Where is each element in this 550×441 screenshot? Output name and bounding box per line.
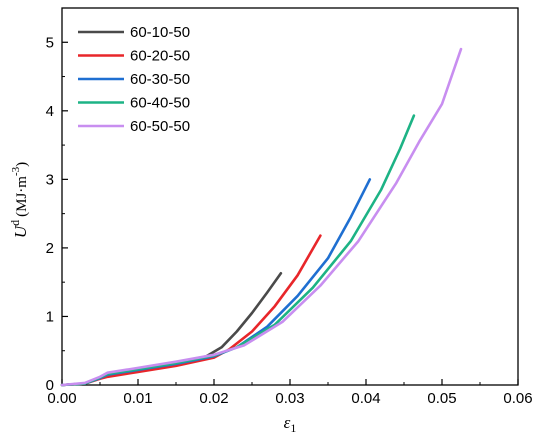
series-line-60-40-50 <box>60 114 416 387</box>
legend: 60-10-50 60-20-50 60-30-50 60-40-50 60-50-50 <box>78 24 190 135</box>
y-tick-label: 1 <box>46 308 54 325</box>
y-axis-title: Ud (MJ·m-3) <box>8 162 30 238</box>
y-tick-label: 5 <box>46 34 54 51</box>
x-axis-ticks: 0.00 0.01 0.02 0.03 0.04 0.05 0.06 <box>47 379 533 407</box>
plot-frame <box>61 7 519 386</box>
y-axis-ticks: 0 1 2 3 4 5 <box>46 7 68 394</box>
x-tick-label: 0.01 <box>123 390 152 407</box>
y-axis-unit-exponent: -3 <box>10 166 22 176</box>
legend-label: 60-40-50 <box>130 95 190 112</box>
y-tick-label: 0 <box>46 377 54 394</box>
series-line-60-10-50 <box>60 271 283 387</box>
y-tick-label: 2 <box>46 240 54 257</box>
legend-label: 60-20-50 <box>130 48 190 65</box>
y-axis-unit-close: ) <box>14 162 30 167</box>
x-axis-subscript: 1 <box>290 421 296 435</box>
series-lines <box>60 47 463 387</box>
x-tick-label: 0.02 <box>199 390 228 407</box>
x-tick-label: 0.00 <box>47 390 76 407</box>
y-axis-superscript: d <box>8 220 22 226</box>
y-tick-label: 3 <box>46 171 54 188</box>
y-axis-symbol: U <box>11 224 30 238</box>
x-tick-label: 0.03 <box>275 390 304 407</box>
x-axis-symbol: ε <box>284 413 291 432</box>
legend-label: 60-50-50 <box>130 118 190 135</box>
y-axis-unit: (MJ·m <box>14 176 30 217</box>
x-axis-title: ε1 <box>284 413 297 435</box>
y-tick-label: 4 <box>46 103 54 120</box>
x-tick-label: 0.05 <box>427 390 456 407</box>
x-tick-label: 0.04 <box>351 390 380 407</box>
legend-label: 60-10-50 <box>130 24 190 41</box>
x-tick-label: 0.06 <box>503 390 532 407</box>
legend-label: 60-30-50 <box>130 71 190 88</box>
series-line-60-50-50 <box>60 47 463 387</box>
